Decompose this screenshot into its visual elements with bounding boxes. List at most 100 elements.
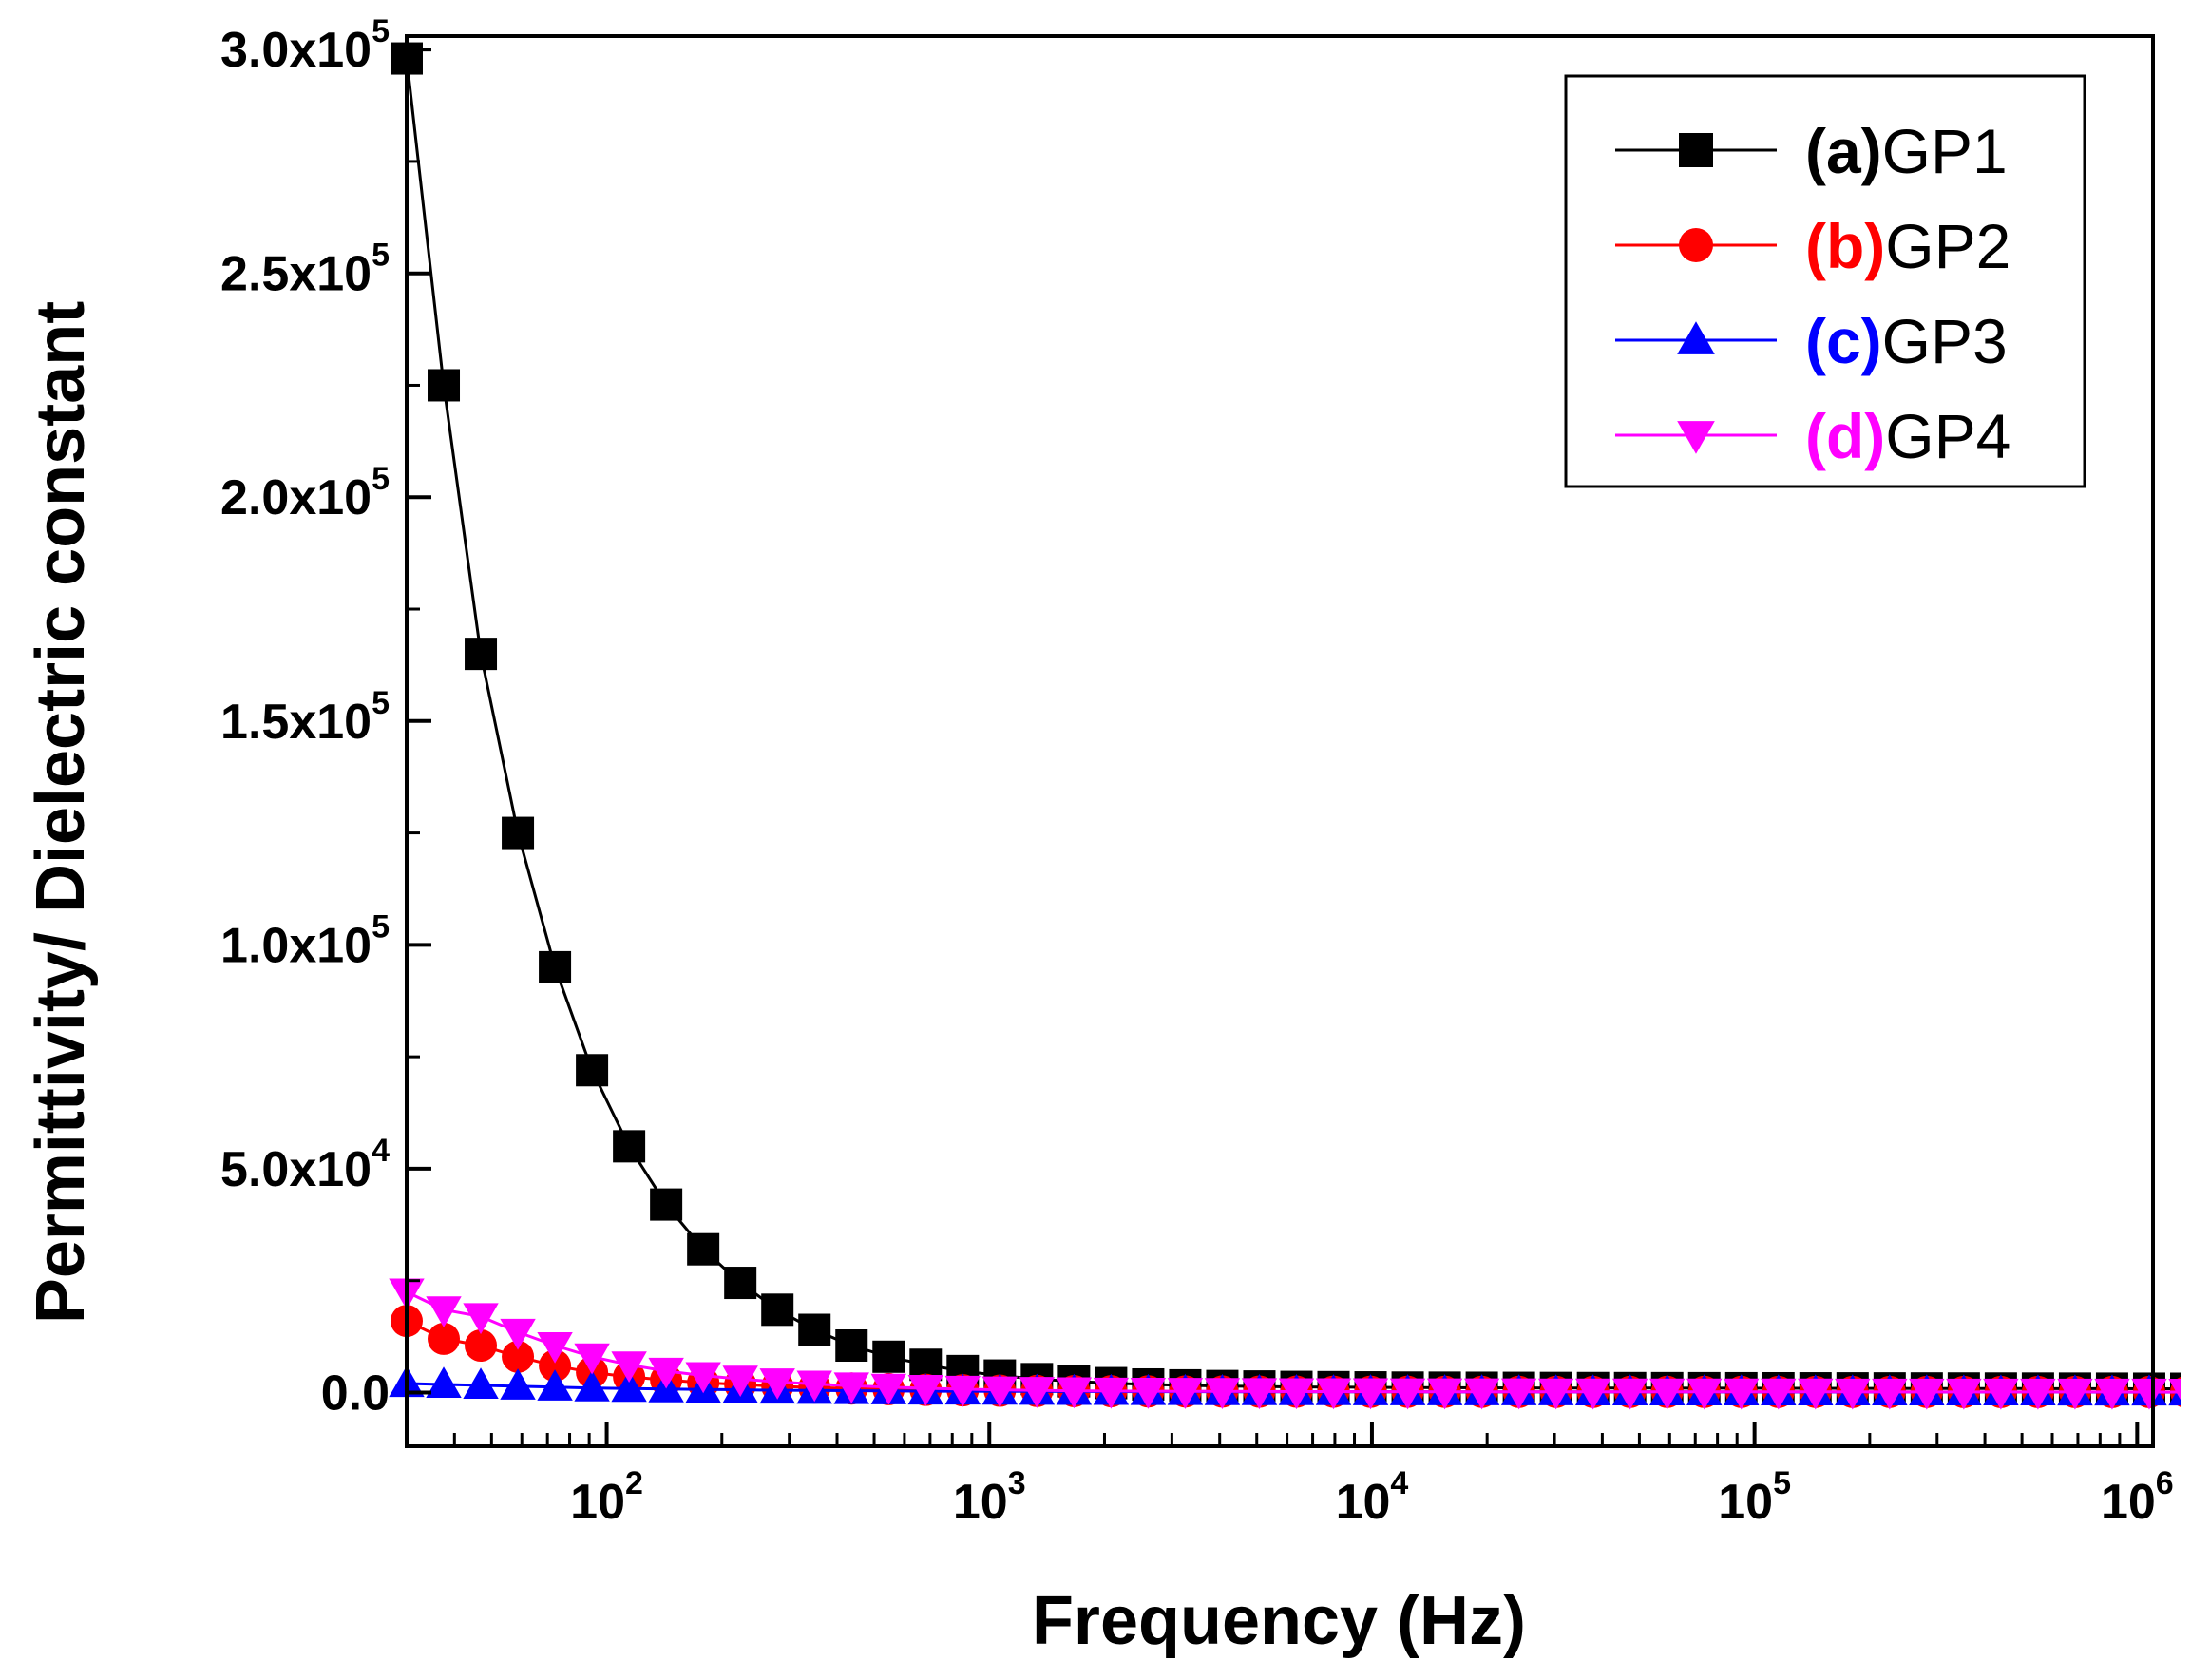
data-point-gp2-4: [539, 1349, 572, 1383]
data-point-gp4-13: [870, 1373, 906, 1405]
data-point-gp1-1: [428, 369, 461, 402]
y-tick-exp-5: 5: [372, 238, 390, 274]
data-point-gp1-2: [465, 638, 498, 671]
legend-name-gp1: GP1: [1882, 116, 2008, 186]
series-gp4: [389, 1278, 2181, 1410]
data-point-gp4-23: [1241, 1378, 1278, 1410]
data-point-gp1-12: [835, 1329, 868, 1362]
data-point-gp1-5: [576, 1054, 609, 1087]
data-point-gp4-11: [796, 1370, 832, 1403]
legend-item-gp1: (a)GP1: [1615, 116, 2008, 186]
data-point-gp4-4: [537, 1331, 573, 1364]
y-tick-label-3: 1.5x105: [220, 685, 390, 750]
legend-marker-gp1: [1679, 133, 1713, 167]
x-tick-base-4: 10: [2101, 1475, 2156, 1530]
data-point-gp4-25: [1315, 1378, 1352, 1410]
data-point-gp4-30: [1500, 1378, 1537, 1410]
legend-name-gp2: GP2: [1885, 211, 2010, 281]
data-point-gp4-39: [1835, 1378, 1871, 1410]
data-point-gp4-6: [611, 1351, 647, 1383]
data-point-gp1-9: [724, 1267, 757, 1300]
x-tick-exp-0: 2: [625, 1465, 643, 1501]
y-tick-label-0: 0.0: [321, 1365, 390, 1421]
x-tick-label-2: 104: [1336, 1465, 1409, 1530]
y-tick-mantissa-6: 3.0x10: [220, 23, 372, 78]
data-point-gp4-40: [1872, 1378, 1908, 1410]
data-point-gp4-19: [1093, 1377, 1130, 1409]
data-point-gp4-34: [1649, 1378, 1686, 1410]
legend-item-gp3: (c)GP3: [1615, 306, 2008, 376]
series-line-gp1: [405, 58, 2181, 1390]
x-tick-base-1: 10: [953, 1475, 1008, 1530]
legend-prefix-gp1: (a): [1805, 116, 1882, 186]
data-point-gp4-18: [1056, 1377, 1093, 1409]
y-tick-exp-2: 5: [372, 908, 390, 945]
data-point-gp4-8: [685, 1362, 721, 1394]
series-gp3: [389, 1365, 2181, 1406]
y-axis-title: Permittivity/ Dielectric constant: [23, 301, 99, 1324]
data-point-gp4-36: [1724, 1378, 1760, 1410]
data-point-gp4-35: [1686, 1378, 1723, 1410]
data-point-gp4-44: [2020, 1378, 2056, 1410]
legend-label-gp2: (b)GP2: [1805, 211, 2010, 281]
data-point-gp4-2: [463, 1303, 499, 1335]
data-point-gp4-14: [907, 1374, 943, 1406]
data-point-gp4-29: [1463, 1378, 1500, 1410]
x-tick-exp-3: 5: [1773, 1465, 1791, 1501]
legend-prefix-gp4: (d): [1805, 401, 1885, 471]
legend-item-gp4: (d)GP4: [1615, 401, 2010, 471]
data-point-gp1-6: [613, 1130, 646, 1163]
data-point-gp2-1: [428, 1322, 461, 1355]
x-tick-label-1: 103: [953, 1465, 1026, 1530]
data-point-gp3-5: [574, 1370, 610, 1402]
series-line-gp4: [406, 1290, 2181, 1394]
legend-label-gp1: (a)GP1: [1805, 116, 2008, 186]
x-tick-base-0: 10: [570, 1475, 625, 1530]
data-point-gp4-1: [426, 1296, 462, 1328]
y-tick-label-6: 3.0x105: [220, 13, 390, 78]
data-point-gp2-3: [502, 1340, 535, 1373]
data-point-gp4-43: [1983, 1378, 2019, 1410]
legend-item-gp2: (b)GP2: [1615, 211, 2010, 281]
data-point-gp3-2: [463, 1367, 499, 1399]
data-point-gp1-3: [502, 816, 535, 850]
x-tick-label-4: 106: [2101, 1465, 2174, 1530]
data-point-gp4-38: [1798, 1378, 1834, 1410]
data-point-gp4-3: [500, 1318, 536, 1350]
y-tick-exp-6: 5: [372, 13, 390, 49]
data-point-gp4-27: [1389, 1378, 1426, 1410]
data-point-gp4-9: [722, 1365, 758, 1398]
y-tick-label-4: 2.0x105: [220, 461, 390, 525]
y-tick-label-5: 2.5x105: [220, 238, 390, 302]
x-tick-exp-1: 3: [1008, 1465, 1026, 1501]
legend-name-gp4: GP4: [1885, 401, 2010, 471]
data-point-gp4-45: [2057, 1378, 2093, 1410]
x-tick-base-3: 10: [1718, 1475, 1773, 1530]
data-point-gp4-21: [1167, 1378, 1204, 1409]
x-tick-label-0: 102: [570, 1465, 643, 1530]
data-point-gp1-10: [761, 1293, 794, 1327]
data-point-gp4-28: [1426, 1378, 1463, 1410]
data-point-gp4-17: [1019, 1377, 1056, 1408]
data-point-gp4-10: [759, 1368, 795, 1400]
y-tick-label-1: 5.0x104: [220, 1133, 390, 1197]
legend-name-gp3: GP3: [1882, 306, 2008, 376]
data-point-gp4-37: [1761, 1378, 1797, 1410]
legend-box: [1564, 74, 2086, 488]
y-tick-mantissa-3: 1.5x10: [220, 695, 372, 750]
legend: (a)GP1 (b)GP2 (c)GP3 (d)GP4: [1564, 74, 2086, 488]
x-tick-exp-2: 4: [1390, 1465, 1408, 1501]
y-tick-exp-3: 5: [372, 685, 390, 721]
data-point-gp4-5: [574, 1343, 610, 1375]
data-point-gp1-7: [650, 1188, 683, 1221]
data-point-gp4-31: [1537, 1378, 1574, 1410]
legend-label-gp3: (c)GP3: [1805, 306, 2008, 376]
y-tick-mantissa-1: 5.0x10: [220, 1142, 372, 1197]
plot-frame: [405, 34, 2155, 1448]
data-point-gp1-8: [687, 1232, 720, 1266]
data-point-gp4-7: [648, 1357, 684, 1389]
x-axis-title: Frequency (Hz): [1032, 1583, 1526, 1659]
data-point-gp4-47: [2131, 1378, 2167, 1410]
data-point-gp4-22: [1204, 1378, 1241, 1410]
